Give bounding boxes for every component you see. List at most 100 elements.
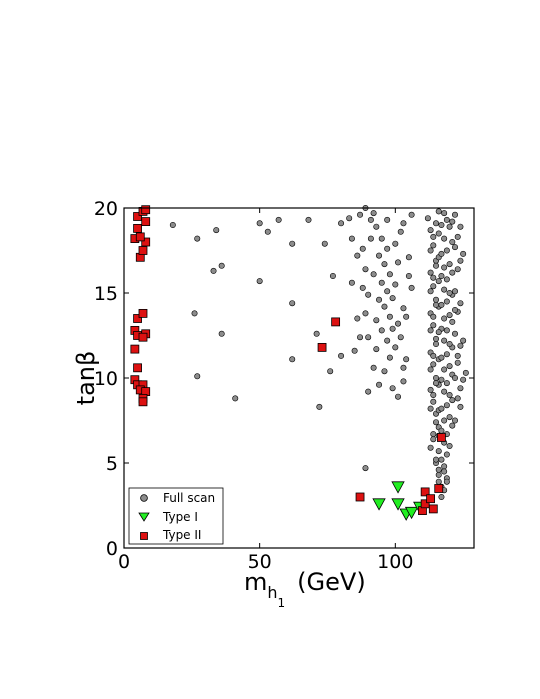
data-point [357,211,364,218]
data-point [384,288,391,295]
data-point [420,487,430,497]
data-point [194,373,201,380]
y-tick-label: 0 [106,538,118,560]
data-point [210,267,217,274]
series-type-i [372,481,427,521]
data-point [435,208,442,215]
data-point [430,391,437,398]
data-point [264,228,271,235]
data-point [365,388,372,395]
data-point [438,456,445,463]
data-point [354,252,361,259]
data-point [367,235,374,242]
data-point [376,252,383,259]
data-point [141,205,151,215]
data-point [446,289,453,296]
axis-ticks: 0 50 100 0 5 10 15 20 [94,198,474,573]
data-point [218,262,225,269]
data-point [351,347,358,354]
data-point [191,310,198,317]
x-axis-label-main: m [244,568,267,596]
data-point [435,478,442,485]
data-point [362,266,369,273]
data-point [373,317,380,324]
data-point [449,318,456,325]
data-point [329,272,336,279]
data-point [389,385,396,392]
data-point [378,279,385,286]
data-point [430,242,437,249]
data-point [433,262,440,269]
y-tick-label: 10 [94,368,118,390]
data-point [443,298,450,305]
data-point [373,223,380,230]
data-point [428,504,438,514]
data-point [391,481,405,494]
data-point [395,320,402,327]
series-full-scan [169,205,469,500]
data-point [443,478,450,485]
data-point [373,346,380,353]
series-type-ii [130,205,446,516]
data-point [438,222,445,229]
data-point [446,223,453,230]
data-point [391,498,405,511]
data-point [138,308,148,318]
data-point [443,216,450,223]
data-point [427,247,434,254]
data-point [438,354,445,361]
data-point [169,222,176,229]
data-point [367,216,374,223]
y-tick-label: 20 [94,198,118,220]
data-point [381,261,388,268]
data-point [446,312,453,319]
data-point [395,259,402,266]
data-point [381,368,388,375]
data-point [427,327,434,334]
data-point [433,301,440,308]
data-point [194,235,201,242]
data-point [435,329,442,336]
data-point [355,492,365,502]
data-point [376,381,383,388]
x-axis-label: mh1 (GeV) [244,568,366,610]
data-point [441,417,448,424]
legend-marker-full-scan [140,494,148,502]
data-point [370,210,377,217]
data-point [289,240,296,247]
data-point [438,427,445,434]
data-point [454,395,461,402]
x-tick-label: 0 [118,551,130,573]
data-point [348,235,355,242]
data-point [437,433,446,442]
data-point [346,215,353,222]
data-point [435,466,442,473]
data-point [256,278,263,285]
data-point [400,378,407,385]
data-point [446,442,453,449]
data-point [433,340,440,347]
data-point [420,499,430,509]
data-point [460,376,467,383]
data-point [384,245,391,252]
data-point [441,264,448,271]
data-point [430,283,437,290]
data-point [433,419,440,426]
data-point [427,386,434,393]
data-point [462,369,469,376]
data-point [305,216,312,223]
data-point [433,456,440,463]
data-point [434,484,444,493]
y-tick-label: 5 [106,453,118,475]
data-point [438,405,445,412]
data-point [460,337,467,344]
data-point [426,494,435,504]
data-point [397,334,404,341]
data-point [430,431,437,438]
data-point [452,374,459,381]
data-point [403,313,410,320]
data-point [384,216,391,223]
data-points [130,205,469,521]
data-point [441,463,448,470]
